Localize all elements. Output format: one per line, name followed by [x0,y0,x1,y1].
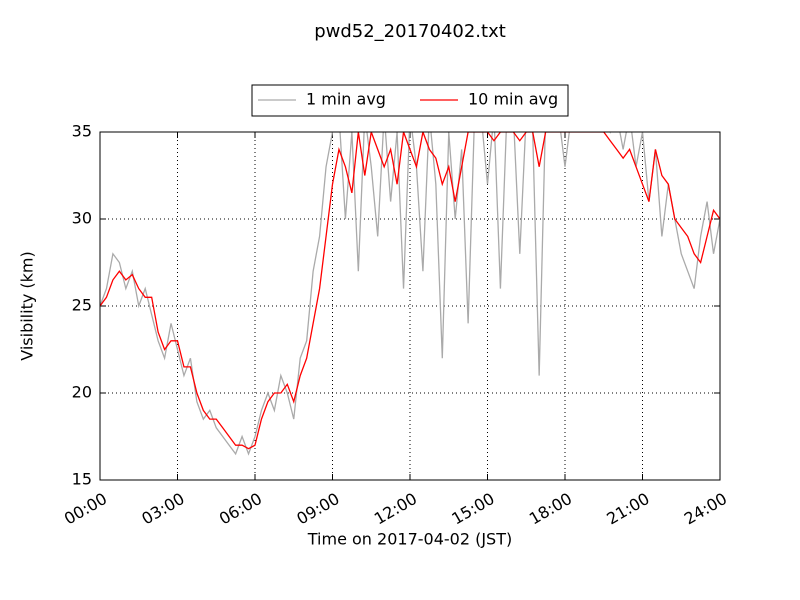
y-tick-label: 25 [72,296,92,315]
y-tick-label: 15 [72,470,92,489]
legend: 1 min avg 10 min avg [251,84,569,117]
legend-label: 1 min avg [306,90,386,109]
x-axis-label: Time on 2017-04-02 (JST) [307,530,512,549]
plot-frame [99,131,721,481]
legend-label: 10 min avg [468,90,558,109]
y-axis-label: Visibility (km) [18,251,37,360]
y-tick-label: 35 [72,122,92,141]
y-tick-label: 30 [72,209,92,228]
series-line [100,132,720,450]
legend-box [251,84,569,117]
y-tick-label: 20 [72,383,92,402]
chart-title: pwd52_20170402.txt [314,21,506,42]
series-line [100,132,720,456]
